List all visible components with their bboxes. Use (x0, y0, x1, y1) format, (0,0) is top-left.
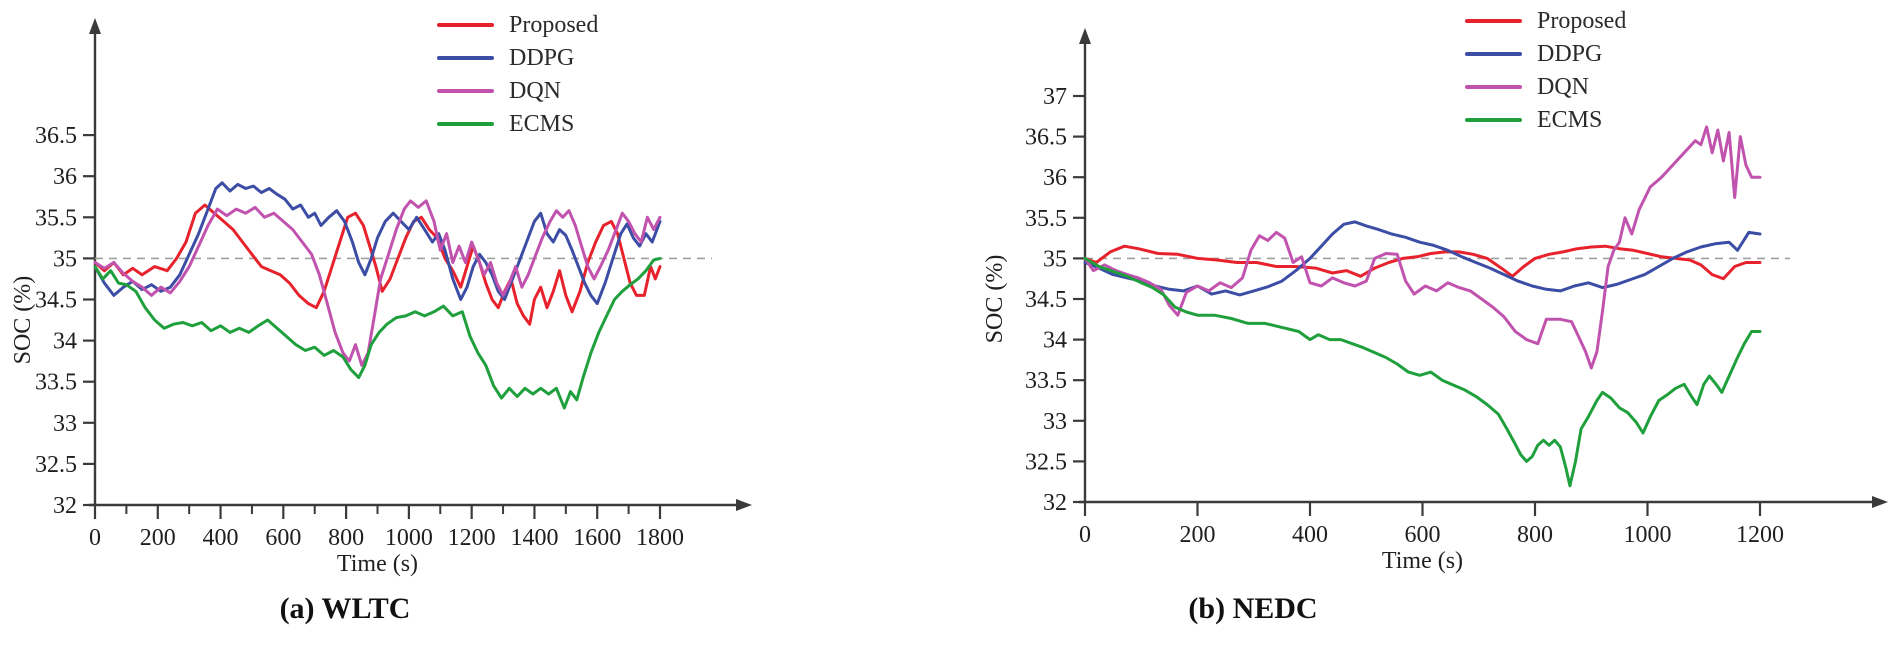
legend-row-ddpg: DDPG (1465, 37, 1626, 70)
series-ddpg-line (93, 181, 662, 306)
axes (1079, 28, 1888, 508)
y-tick-label: 33.5 (35, 370, 77, 396)
y-ticks: 32 32.5 33 33.5 34 34.5 35 35.5 36 36.5 37 (1025, 84, 1085, 516)
ddpg-line-swatch (437, 55, 494, 60)
y-tick-label: 33 (1043, 409, 1067, 435)
y-tick-label: 36.5 (1025, 125, 1067, 151)
proposed-line-swatch (437, 22, 494, 27)
y-tick-label: 34.5 (35, 288, 77, 314)
legend-wltc: Proposed DDPG DQN ECMS (437, 8, 598, 140)
legend-label-proposed: Proposed (1537, 7, 1627, 34)
y-ticks: 32 32.5 33 33.5 34 34.5 35 35.5 36 36.5 (35, 123, 95, 519)
x-tick-label: 1000 (1624, 522, 1672, 548)
x-tick-label: 400 (1292, 522, 1328, 548)
x-tick-label: 1400 (510, 525, 558, 551)
x-tick-label: 0 (89, 525, 101, 551)
proposed-line-swatch (1465, 18, 1522, 23)
x-tick-label: 1600 (573, 525, 621, 551)
y-tick-label: 34 (1043, 328, 1067, 354)
x-tick-label: 400 (203, 525, 239, 551)
y-tick-label: 32 (1043, 490, 1067, 516)
y-tick-label: 35.5 (1025, 206, 1067, 232)
x-tick-label: 0 (1079, 522, 1091, 548)
x-tick-label: 800 (1517, 522, 1553, 548)
legend-nedc: Proposed DDPG DQN ECMS (1465, 4, 1626, 136)
caption-wltc: (a) WLTC (279, 592, 411, 625)
legend-label-ecms: ECMS (1537, 106, 1603, 133)
x-tick-label: 200 (1180, 522, 1216, 548)
legend-row-ecms: ECMS (437, 107, 598, 140)
y-tick-label: 36.5 (35, 123, 77, 149)
x-tick-label: 1800 (636, 525, 684, 551)
legend-row-ecms: ECMS (1465, 103, 1626, 136)
legend-label-ecms: ECMS (509, 110, 575, 137)
legend-label-ddpg: DDPG (509, 44, 575, 71)
legend-row-dqn: DQN (437, 74, 598, 107)
series-ecms-line (93, 256, 662, 410)
y-tick-label: 32.5 (35, 452, 77, 478)
y-tick-label: 36 (53, 164, 77, 190)
x-tick-label: 600 (265, 525, 301, 551)
y-tick-label: 33 (53, 411, 77, 437)
y-tick-label: 35.5 (35, 205, 77, 231)
x-tick-label: 600 (1405, 522, 1441, 548)
ecms-line-swatch (437, 121, 494, 126)
x-tick-label: 800 (328, 525, 364, 551)
legend-label-proposed: Proposed (509, 11, 599, 38)
y-tick-label: 34 (53, 329, 77, 355)
chart-wltc: 32 32.5 33 33.5 34 34.5 35 35.5 36 36.5 0 200 400 600… (10, 18, 752, 577)
ddpg-line-swatch (1465, 51, 1522, 56)
y-tick-label: 34.5 (1025, 287, 1067, 313)
series-dqn-line (93, 199, 662, 367)
x-axis-arrow (736, 499, 752, 511)
legend-row-proposed: Proposed (1465, 4, 1626, 37)
x-axis-arrow (1872, 496, 1888, 508)
x-ticks: 0 200 400 600 800 1000 1200 1400 1600 1800 (89, 505, 684, 551)
axes (89, 18, 752, 511)
legend-row-ddpg: DDPG (437, 41, 598, 74)
y-axis-title: SOC (%) (982, 255, 1008, 344)
series-dqn-line (1083, 125, 1762, 370)
x-tick-label: 1200 (1736, 522, 1784, 548)
y-tick-label: 33.5 (1025, 368, 1067, 394)
series-ecms-line (1083, 256, 1762, 488)
x-axis-title: Time (s) (1382, 548, 1463, 574)
dqn-line-swatch (437, 88, 494, 93)
y-tick-label: 32 (53, 493, 77, 519)
legend-row-dqn: DQN (1465, 70, 1626, 103)
x-tick-label: 1000 (385, 525, 433, 551)
y-axis-arrow (1079, 28, 1091, 44)
x-ticks: 0 200 400 600 800 1000 1200 (1079, 502, 1784, 548)
y-axis-arrow (89, 18, 101, 34)
x-axis-title: Time (s) (337, 551, 418, 577)
chart-nedc: 32 32.5 33 33.5 34 34.5 35 35.5 36 36.5 37 0 200 400 6… (982, 28, 1888, 574)
caption-nedc: (b) NEDC (1188, 592, 1318, 625)
y-tick-label: 37 (1043, 84, 1067, 110)
legend-row-proposed: Proposed (437, 8, 598, 41)
series-proposed-line (1083, 244, 1762, 281)
y-tick-label: 35 (53, 246, 77, 272)
x-tick-label: 1200 (448, 525, 496, 551)
ecms-line-swatch (1465, 117, 1522, 122)
legend-label-dqn: DQN (509, 77, 561, 104)
y-tick-label: 32.5 (1025, 449, 1067, 475)
x-tick-label: 200 (140, 525, 176, 551)
y-axis-title: SOC (%) (10, 276, 36, 365)
legend-label-ddpg: DDPG (1537, 40, 1603, 67)
legend-label-dqn: DQN (1537, 73, 1589, 100)
dqn-line-swatch (1465, 84, 1522, 89)
y-tick-label: 35 (1043, 246, 1067, 272)
y-tick-label: 36 (1043, 165, 1067, 191)
